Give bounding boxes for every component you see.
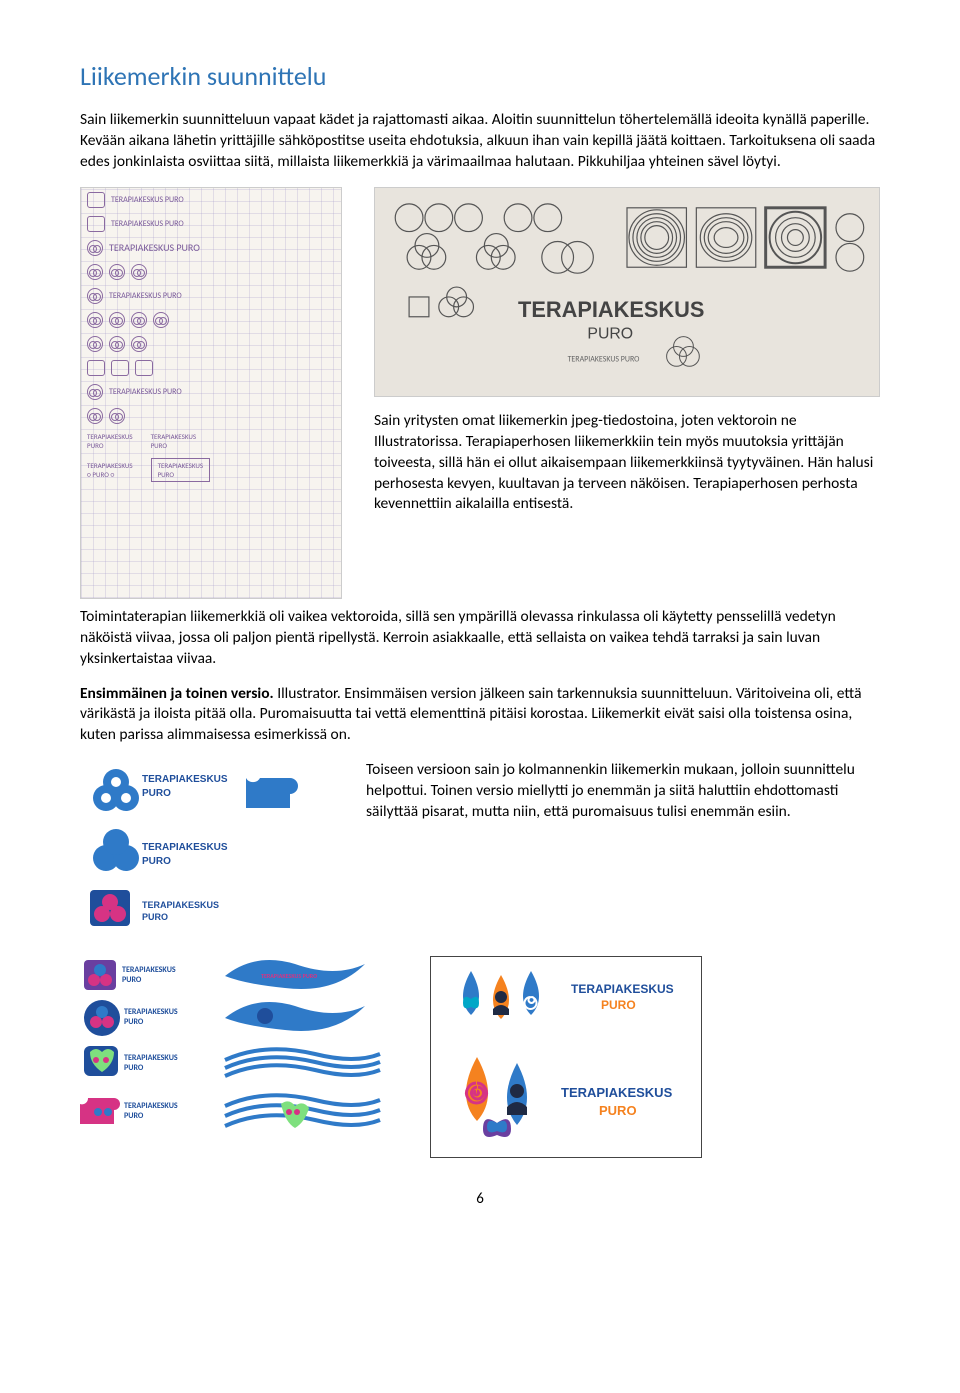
- svg-text:TERAPIAKESKUS: TERAPIAKESKUS: [571, 982, 674, 996]
- sketch-label: TERAPIAKESKUS PURO: [109, 241, 200, 254]
- logos-version2b-image: TERAPIAKESKUS PURO: [430, 956, 702, 1158]
- svg-text:TERAPIAKESKUS: TERAPIAKESKUS: [142, 842, 228, 853]
- svg-text:PURO: PURO: [124, 1063, 144, 1073]
- paragraph-intro: Sain liikemerkin suunnitteluun vapaat kä…: [80, 110, 880, 173]
- svg-text:TERAPIAKESKUS PURO: TERAPIAKESKUS PURO: [261, 972, 317, 980]
- svg-text:TERAPIAKESKUS: TERAPIAKESKUS: [142, 900, 219, 910]
- svg-text:PURO: PURO: [599, 1103, 637, 1118]
- sketch-pencil-image: TERAPIAKESKUS PURO TERAPIAKESKUS PURO: [374, 187, 880, 397]
- svg-text:TERAPIAKESKUS: TERAPIAKESKUS: [124, 1053, 178, 1063]
- paragraph-version2: Toiseen versioon sain jo kolmannenkin li…: [366, 760, 880, 823]
- svg-text:PURO: PURO: [587, 325, 633, 342]
- paragraph-versions: Ensimmäinen ja toinen versio. Illustrato…: [80, 684, 880, 747]
- svg-text:TERAPIAKESKUS PURO: TERAPIAKESKUS PURO: [568, 354, 640, 364]
- page-number: 6: [80, 1190, 880, 1208]
- page-title: Liikemerkin suunnittelu: [80, 60, 880, 92]
- bottom-logo-row: TERAPIAKESKUS PURO TERAPIAKESKUS PURO TE…: [80, 956, 880, 1166]
- version1-row: TERAPIAKESKUS PURO TERAPIAKESKUS PURO: [80, 760, 880, 942]
- logo-text-main: TERAPIAKESKUS: [142, 774, 228, 785]
- logos-version2a-image: TERAPIAKESKUS PURO TERAPIAKESKUS PURO TE…: [80, 956, 390, 1166]
- svg-text:PURO: PURO: [124, 1017, 144, 1027]
- logo-text-sub: PURO: [142, 788, 171, 799]
- logos-version1-image: TERAPIAKESKUS PURO TERAPIAKESKUS PURO: [80, 760, 348, 942]
- svg-text:TERAPIAKESKUS: TERAPIAKESKUS: [518, 297, 704, 322]
- svg-text:PURO: PURO: [122, 975, 142, 985]
- sketch-graphpaper-image: TERAPIAKESKUS PURO TERAPIAKESKUS PURO TE…: [80, 187, 342, 599]
- svg-text:TERAPIAKESKUS: TERAPIAKESKUS: [561, 1085, 673, 1100]
- svg-text:PURO: PURO: [142, 912, 168, 922]
- versions-bold: Ensimmäinen ja toinen versio.: [80, 684, 274, 703]
- sketch-label: TERAPIAKESKUS PURO: [109, 387, 182, 397]
- svg-text:PURO: PURO: [124, 1111, 144, 1121]
- svg-text:TERAPIAKESKUS: TERAPIAKESKUS: [122, 965, 176, 975]
- svg-text:PURO: PURO: [142, 856, 171, 867]
- svg-text:TERAPIAKESKUS: TERAPIAKESKUS: [124, 1007, 178, 1017]
- sketch-label: TERAPIAKESKUS PURO: [111, 195, 184, 205]
- paragraph-process-indent: Sain yritysten omat liikemerkin jpeg-tie…: [374, 411, 880, 516]
- sketch-label: TERAPIAKESKUS PURO: [109, 291, 182, 301]
- svg-text:TERAPIAKESKUS: TERAPIAKESKUS: [124, 1101, 178, 1111]
- paragraph-process-tail: Toimintaterapian liikemerkkiä oli vaikea…: [80, 607, 880, 670]
- svg-text:PURO: PURO: [601, 998, 636, 1012]
- sketch-image-row: TERAPIAKESKUS PURO TERAPIAKESKUS PURO TE…: [80, 187, 880, 599]
- sketch-label: TERAPIAKESKUS PURO: [111, 219, 184, 229]
